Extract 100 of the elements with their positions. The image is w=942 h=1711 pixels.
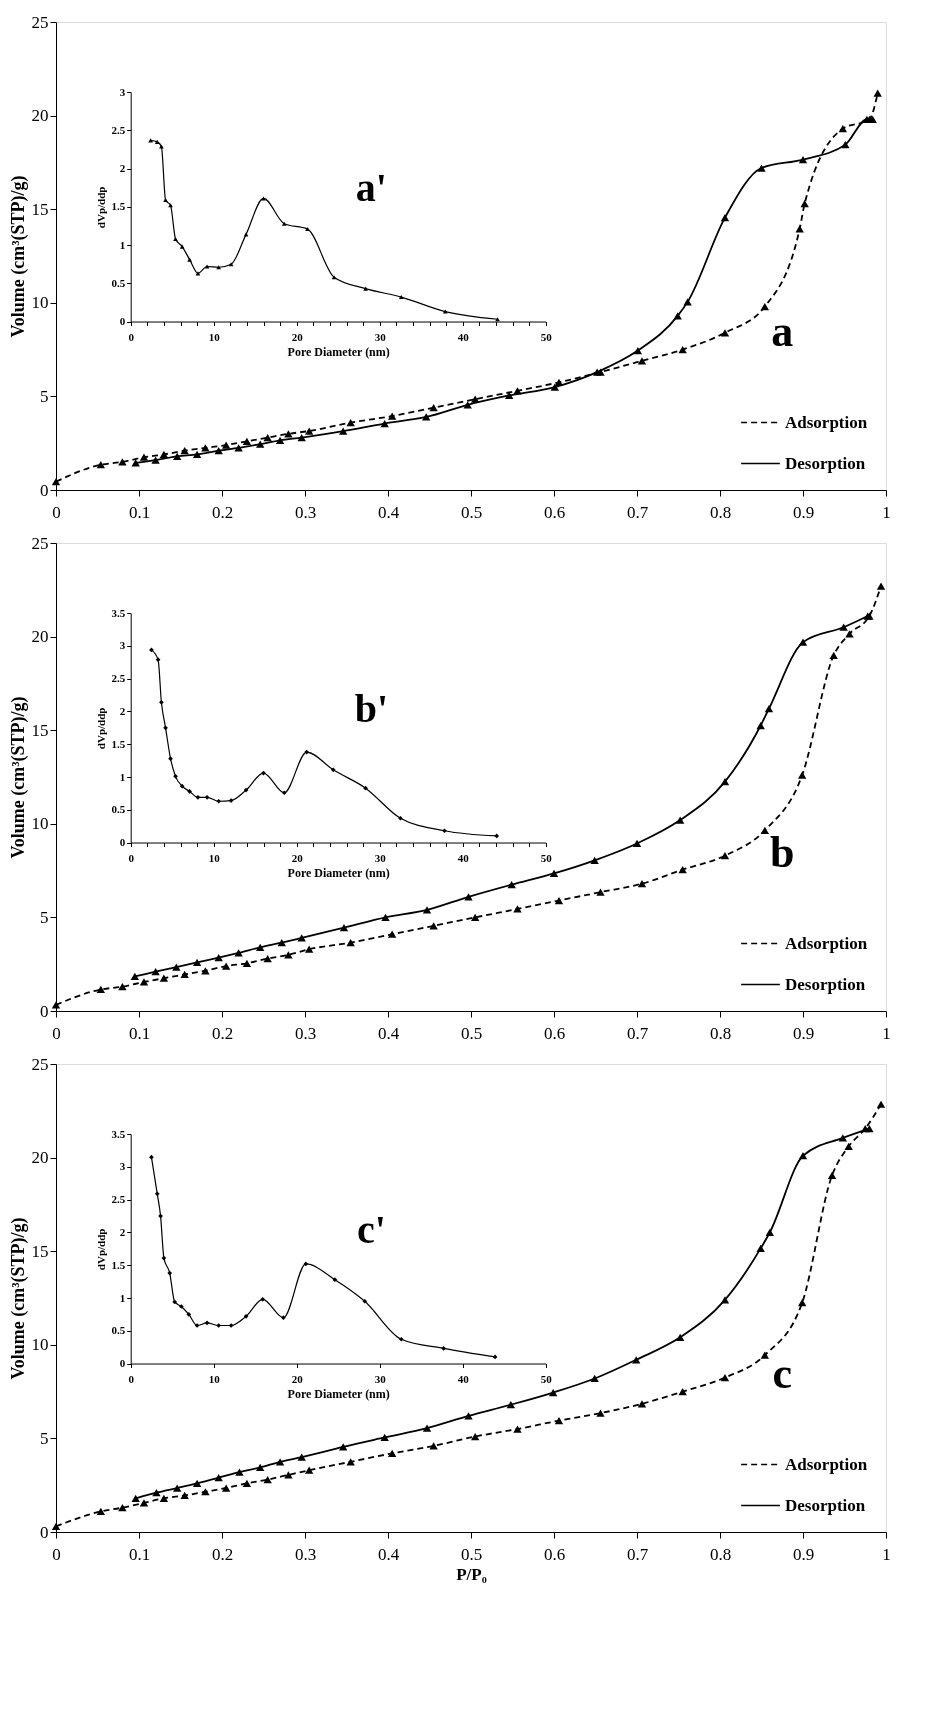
x-tick-label: 0.8 — [709, 1023, 732, 1043]
y-tick-label: 1.5 — [111, 737, 126, 750]
point — [297, 1453, 306, 1461]
point — [275, 1458, 285, 1466]
x-tick-label: 10 — [208, 852, 221, 865]
point — [221, 1484, 231, 1492]
x-tick-label: 0.1 — [128, 1023, 151, 1043]
point — [243, 1314, 249, 1319]
point — [284, 1471, 293, 1479]
x-tick-label: 0 — [128, 331, 135, 344]
point — [675, 816, 685, 824]
point — [243, 787, 249, 793]
x-tick-label: 0.7 — [626, 502, 649, 522]
point — [173, 236, 178, 241]
y-axis-title: dVp/ddp — [95, 1228, 108, 1271]
annotation: a — [771, 307, 794, 357]
y-tick-label: 0.5 — [111, 803, 126, 816]
point — [429, 922, 438, 930]
x-tick-label: 0.6 — [543, 1023, 566, 1043]
x-axis-title: Pore Diameter (nm) — [287, 866, 390, 881]
y-tick-label: 3 — [119, 85, 126, 98]
point — [876, 582, 886, 590]
point — [720, 778, 730, 786]
point — [260, 1296, 266, 1302]
point — [275, 436, 285, 445]
point — [204, 794, 210, 800]
point — [845, 630, 854, 638]
point — [168, 756, 173, 761]
x-tick-label: 40 — [457, 331, 470, 344]
point — [548, 1388, 558, 1397]
point — [470, 913, 480, 922]
y-tick-label: 10 — [31, 293, 49, 313]
point — [429, 1442, 438, 1450]
point — [637, 1400, 647, 1408]
x-tick-label: 0 — [128, 1373, 135, 1386]
x-tick-label: 50 — [540, 852, 553, 865]
point — [214, 1474, 223, 1482]
point — [798, 1152, 808, 1160]
x-tick-label: 0.5 — [460, 502, 483, 522]
y-tick-label: 5 — [40, 386, 49, 406]
point — [263, 1475, 272, 1484]
point — [764, 705, 774, 713]
x-tick-label: 50 — [540, 331, 553, 344]
point — [149, 1154, 154, 1160]
x-tick-label: 0.9 — [792, 1023, 815, 1043]
point — [442, 828, 447, 834]
point — [297, 433, 306, 442]
point — [172, 963, 181, 971]
point — [159, 450, 169, 459]
legend-label: Adsorption — [785, 412, 868, 432]
point — [161, 1255, 167, 1261]
x-tick-label: 0.1 — [128, 1544, 151, 1564]
point — [422, 413, 431, 421]
y-tick-label: 25 — [31, 1054, 49, 1074]
x-tick-label: 20 — [291, 331, 304, 344]
point — [673, 312, 682, 320]
point — [228, 798, 234, 803]
point — [513, 1425, 522, 1433]
point — [797, 1299, 807, 1307]
point — [873, 89, 882, 97]
point — [827, 1171, 837, 1180]
y-axis-title: Volume (cm³(STP)/g) — [7, 175, 29, 338]
y-tick-label: 0 — [119, 1357, 126, 1370]
point — [380, 419, 389, 428]
point — [96, 1507, 105, 1516]
annotation: b — [770, 828, 795, 878]
x-tick-label: 0.3 — [294, 502, 317, 522]
point — [192, 1479, 202, 1487]
x-tick-label: 40 — [457, 1373, 470, 1386]
y-tick-label: 3 — [119, 639, 126, 652]
x-tick-label: 0.2 — [211, 1023, 234, 1043]
point — [463, 401, 472, 409]
y-tick-label: 1.5 — [111, 1258, 126, 1271]
point — [201, 1488, 210, 1496]
y-axis-title: Volume (cm³(STP)/g) — [7, 1217, 29, 1380]
point — [118, 983, 127, 991]
y-tick-label: 3.5 — [111, 606, 126, 619]
point — [234, 949, 243, 957]
point — [554, 896, 564, 905]
point — [554, 378, 564, 386]
point — [304, 749, 310, 755]
annotation: c' — [356, 1206, 386, 1252]
point — [163, 197, 168, 203]
y-tick-label: 20 — [31, 1148, 49, 1168]
point — [346, 939, 355, 947]
y-tick-label: 10 — [31, 814, 49, 834]
point — [256, 1463, 265, 1472]
x-tick-label: 0.5 — [460, 1023, 483, 1043]
point — [506, 1401, 516, 1409]
x-tick-label: 20 — [291, 852, 304, 865]
point — [380, 1433, 389, 1442]
point — [201, 967, 210, 975]
x-tick-label: 0.5 — [460, 1544, 483, 1564]
point — [187, 789, 192, 794]
point — [798, 155, 808, 164]
x-tick-label: 0.6 — [543, 1544, 566, 1564]
point — [596, 1409, 605, 1417]
y-tick-label: 20 — [31, 627, 49, 647]
point — [204, 264, 210, 269]
annotation: c — [772, 1349, 793, 1399]
